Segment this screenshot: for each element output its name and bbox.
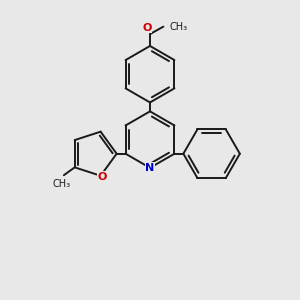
Text: O: O <box>98 172 107 182</box>
Text: O: O <box>142 22 152 33</box>
Text: CH₃: CH₃ <box>170 22 188 32</box>
Text: CH₃: CH₃ <box>52 179 70 189</box>
Text: N: N <box>146 163 154 172</box>
